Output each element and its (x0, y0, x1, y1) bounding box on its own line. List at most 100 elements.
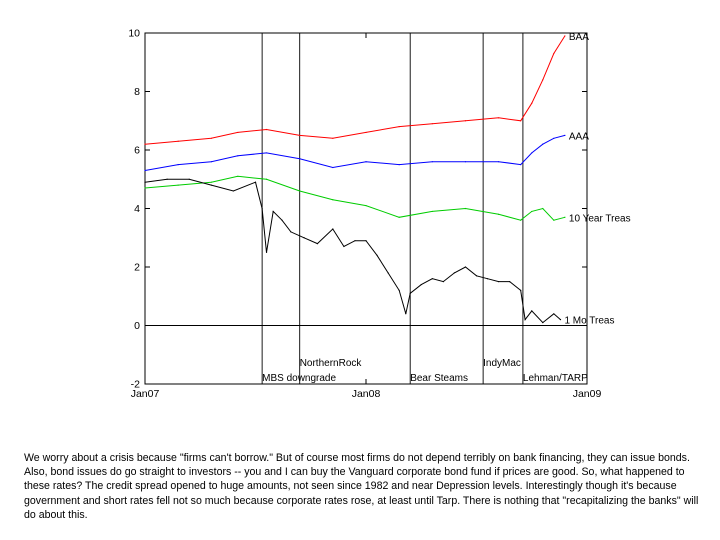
series-line (144, 178, 561, 324)
event-label: Lehman/TARP (523, 373, 588, 384)
series-point (531, 310, 533, 312)
series-point (299, 158, 301, 160)
series-point (303, 237, 305, 239)
series-point (177, 140, 179, 142)
series-line (144, 134, 566, 171)
series-point (520, 219, 522, 221)
series-point (531, 152, 533, 154)
series-point (254, 181, 257, 183)
x-tick-label: Jan07 (131, 388, 160, 400)
series-point (272, 210, 274, 213)
series-point (542, 79, 544, 81)
series-label: AAA (569, 131, 589, 142)
series-point (376, 254, 378, 256)
series-point (420, 283, 422, 286)
series-point (498, 281, 500, 283)
series-point (520, 164, 522, 166)
series-point (365, 131, 367, 134)
series-point (365, 240, 367, 242)
series-point (365, 161, 367, 163)
series-point (144, 181, 146, 183)
series-point (498, 117, 500, 119)
series-point (564, 35, 566, 37)
series-point (498, 213, 500, 215)
series-label: 10 Year Treas (569, 213, 631, 224)
series-point (354, 240, 356, 242)
series-point (265, 251, 268, 253)
series-point (398, 289, 400, 291)
series-point (442, 281, 444, 283)
series-point (553, 313, 555, 315)
series-point (475, 275, 478, 277)
series-point (232, 190, 234, 192)
series-point (542, 143, 544, 145)
series-point (564, 134, 566, 136)
y-tick-label: 2 (134, 262, 140, 274)
y-tick-label: 10 (128, 28, 140, 40)
series-point (464, 161, 467, 163)
series-point (210, 137, 212, 139)
series-point (453, 272, 455, 274)
y-tick-label: 0 (134, 320, 140, 332)
series-point (188, 178, 190, 180)
series-point (237, 155, 239, 157)
series-point (559, 319, 562, 321)
series-point (509, 281, 511, 283)
series-point (531, 102, 533, 104)
series-point (431, 210, 433, 213)
series-point (177, 164, 179, 166)
series-point (464, 207, 467, 210)
series-point (332, 199, 334, 201)
series-point (405, 313, 407, 315)
series-point (553, 52, 555, 55)
series-point (332, 137, 334, 139)
series-point (265, 178, 268, 180)
series-point (553, 219, 555, 221)
series-point (265, 152, 268, 154)
event-label: Bear Steams (410, 373, 468, 384)
series-point (210, 181, 212, 183)
series-point (398, 126, 400, 128)
series-point (431, 161, 433, 163)
series-point (498, 161, 500, 163)
y-tick-label: 4 (134, 203, 140, 215)
y-tick-label: 8 (134, 86, 140, 98)
caption-text: We worry about a crisis because "firms c… (24, 452, 699, 521)
series-point (332, 228, 334, 230)
series-line (144, 35, 566, 145)
series-point (290, 231, 292, 233)
series-point (177, 184, 179, 186)
series-point (520, 120, 522, 122)
series-point (343, 245, 345, 248)
series-label: 1 Mo Treas (564, 316, 614, 327)
event-label: NorthernRock (300, 358, 363, 369)
series-point (261, 207, 263, 210)
series-point (387, 272, 389, 274)
y-tick-label: -2 (131, 379, 140, 391)
series-point (144, 169, 146, 172)
series-point (365, 204, 367, 207)
series-point (520, 289, 522, 291)
series-point (144, 187, 146, 189)
series-point (237, 131, 239, 134)
series-point (210, 161, 212, 163)
series-point (464, 120, 467, 122)
x-tick-label: Jan09 (573, 388, 602, 400)
series-point (531, 210, 533, 213)
series-point (332, 166, 334, 169)
series-point (431, 123, 433, 125)
series-point (486, 278, 489, 280)
series-point (265, 128, 268, 131)
series-point (524, 319, 526, 321)
series-point (464, 266, 467, 268)
series-point (553, 137, 555, 139)
series-point (398, 216, 400, 218)
series-label: BAA (569, 32, 589, 43)
series-line (144, 175, 566, 221)
series-point (166, 178, 168, 180)
series-point (281, 219, 283, 221)
series-point (542, 321, 544, 324)
plot-frame (144, 32, 588, 385)
series-point (398, 164, 400, 166)
